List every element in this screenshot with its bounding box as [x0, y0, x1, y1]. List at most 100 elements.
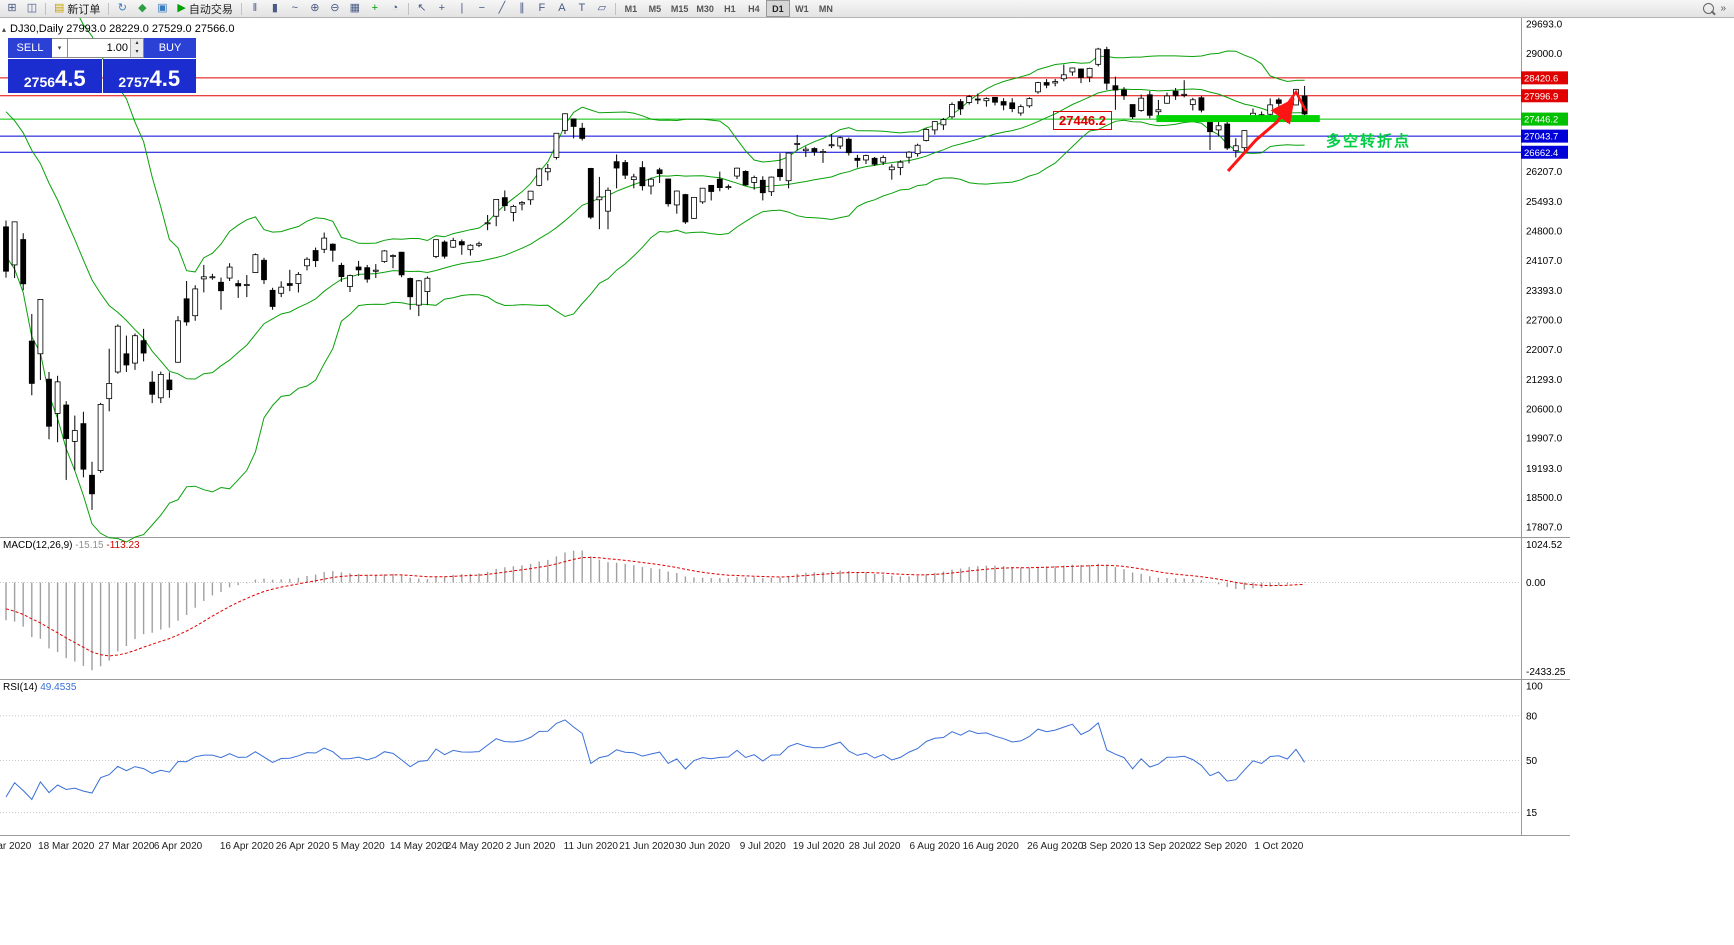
- vertical-line-icon[interactable]: |: [460, 2, 464, 14]
- one-click-collapse-icon[interactable]: ▴: [2, 24, 7, 34]
- macd-indicator: 1024.52 0.00 -2433.25: [0, 540, 1566, 678]
- svg-text:17807.0: 17807.0: [1526, 523, 1563, 534]
- buy-price-button[interactable]: 2757 4.5: [102, 59, 196, 93]
- timeframe-m1-button[interactable]: M1: [624, 3, 638, 14]
- svg-text:2 Jun 2020: 2 Jun 2020: [506, 841, 556, 852]
- chart-windows-icon[interactable]: ◫: [26, 2, 38, 14]
- bar-chart-icon[interactable]: ‖: [252, 2, 258, 14]
- svg-text:28420.6: 28420.6: [1524, 73, 1558, 84]
- price-callout: 27446.2: [1053, 111, 1112, 130]
- chart-title: ▴ DJ30,Daily 27993.0 28229.0 27529.0 275…: [2, 23, 234, 35]
- svg-text:22 Sep 2020: 22 Sep 2020: [1190, 841, 1247, 852]
- ask-price: 2757: [118, 73, 150, 90]
- timeframe-m5-button[interactable]: M5: [648, 3, 662, 14]
- bid-price: 2756: [23, 73, 56, 90]
- trendline-icon[interactable]: ╱: [498, 2, 506, 14]
- svg-text:-2433.25: -2433.25: [1526, 667, 1566, 678]
- timeframe-h4-button[interactable]: H4: [748, 3, 760, 14]
- text-icon[interactable]: A: [558, 2, 566, 14]
- trend-arrow-tip: [1284, 89, 1308, 112]
- svg-text:13 Sep 2020: 13 Sep 2020: [1134, 841, 1191, 852]
- svg-text:16 Aug 2020: 16 Aug 2020: [963, 841, 1020, 852]
- fibonacci-icon[interactable]: F: [538, 2, 546, 14]
- svg-text:25493.0: 25493.0: [1526, 197, 1563, 208]
- turning-point-label: 多空转折点: [1326, 133, 1412, 150]
- svg-text:19907.0: 19907.0: [1526, 434, 1563, 445]
- svg-text:50: 50: [1526, 756, 1538, 767]
- volume-stepper: ▴ ▾: [130, 39, 143, 57]
- cursor-icon[interactable]: ↖: [417, 2, 427, 14]
- svg-text:11 Jun 2020: 11 Jun 2020: [564, 841, 619, 852]
- timeframe-mn-button[interactable]: MN: [818, 3, 833, 14]
- zoom-in-icon[interactable]: ⊕: [310, 2, 320, 14]
- svg-text:30 Jun 2020: 30 Jun 2020: [675, 841, 730, 852]
- horizontal-level-lines: [0, 77, 1521, 153]
- periods-icon[interactable]: ◔: [391, 2, 399, 14]
- auto-trading-button[interactable]: ▶ 自动交易: [177, 2, 233, 16]
- svg-text:28 Jul 2020: 28 Jul 2020: [849, 841, 901, 852]
- macd-signal-value: -113.23: [106, 540, 140, 551]
- line-chart-icon[interactable]: ~: [291, 2, 299, 14]
- zoom-out-icon[interactable]: ⊖: [330, 2, 340, 14]
- toolbar-separator: [407, 2, 409, 15]
- refresh-icon[interactable]: ↻: [117, 2, 128, 14]
- svg-text:20600.0: 20600.0: [1526, 404, 1563, 415]
- order-type-dropdown[interactable]: ▾: [52, 38, 68, 58]
- new-order-button[interactable]: ▤ 新订单: [54, 2, 101, 16]
- svg-text:1 Oct 2020: 1 Oct 2020: [1254, 841, 1303, 852]
- timeframe-d1-button[interactable]: D1: [765, 0, 790, 17]
- timeframe-m15-button[interactable]: M15: [670, 3, 689, 14]
- chart-window: 29693.0 29000.0 26207.0 25493.0 24800.0 24107…: [0, 18, 1734, 945]
- svg-text:24 May 2020: 24 May 2020: [446, 841, 504, 852]
- rsi-indicator: 100 80 50 15: [0, 682, 1543, 819]
- toolbar-separator: [45, 2, 46, 15]
- rsi-value: 49.4535: [40, 682, 77, 693]
- volume-increment[interactable]: ▴: [131, 39, 143, 48]
- toolbar-separator: [614, 2, 616, 15]
- svg-text:21 Jun 2020: 21 Jun 2020: [619, 841, 674, 852]
- new-chart-icon[interactable]: ⊞: [7, 2, 17, 14]
- rsi-name: RSI(14): [3, 682, 38, 693]
- candlestick-chart-icon[interactable]: ▮: [271, 2, 278, 14]
- price-scale: 29693.0 29000.0 26207.0 25493.0 24800.0 24107…: [1521, 20, 1568, 534]
- svg-text:22007.0: 22007.0: [1526, 345, 1563, 356]
- svg-text:19 Jul 2020: 19 Jul 2020: [793, 841, 845, 852]
- timeframe-h1-button[interactable]: H1: [724, 3, 736, 14]
- svg-text:29000.0: 29000.0: [1526, 49, 1563, 60]
- search-icon[interactable]: [1703, 3, 1715, 14]
- sell-price-button[interactable]: 2756 4.5: [8, 59, 102, 93]
- timeframe-w1-button[interactable]: W1: [795, 3, 809, 14]
- svg-text:26662.4: 26662.4: [1524, 148, 1558, 159]
- chart-canvas[interactable]: 29693.0 29000.0 26207.0 25493.0 24800.0 24107…: [0, 18, 1570, 863]
- data-window-icon[interactable]: ▣: [157, 2, 168, 14]
- market-watch-icon[interactable]: ◆: [138, 2, 147, 14]
- indicators-icon[interactable]: +: [371, 2, 379, 14]
- svg-text:27446.2: 27446.2: [1524, 115, 1558, 126]
- horizontal-line-icon[interactable]: −: [478, 2, 486, 14]
- label-icon[interactable]: T: [578, 2, 586, 14]
- shapes-icon[interactable]: ▱: [597, 2, 607, 14]
- buy-button[interactable]: BUY: [144, 38, 196, 58]
- svg-text:24800.0: 24800.0: [1526, 227, 1563, 238]
- sell-button[interactable]: SELL: [8, 38, 52, 58]
- svg-text:29693.0: 29693.0: [1526, 20, 1563, 31]
- channel-icon[interactable]: ∥: [519, 2, 525, 14]
- volume-decrement[interactable]: ▾: [131, 48, 143, 57]
- svg-text:21293.0: 21293.0: [1526, 375, 1563, 386]
- svg-text:26 Aug 2020: 26 Aug 2020: [1027, 841, 1084, 852]
- svg-text:26 Apr 2020: 26 Apr 2020: [276, 841, 330, 852]
- tile-windows-icon[interactable]: ▦: [349, 2, 361, 14]
- chart-annotations: [1156, 89, 1320, 173]
- one-click-prices-row: 2756 4.5 2757 4.5: [8, 59, 196, 93]
- svg-text:18 Mar 2020: 18 Mar 2020: [38, 841, 95, 852]
- support-zone-bar: [1156, 115, 1320, 123]
- svg-text:6 Apr 2020: 6 Apr 2020: [154, 841, 203, 852]
- svg-text:15: 15: [1526, 808, 1538, 819]
- crosshair-icon[interactable]: +: [438, 2, 446, 14]
- toolbar-overflow-icon[interactable]: »: [1720, 3, 1726, 14]
- volume-input[interactable]: 1.00 ▴ ▾: [68, 38, 144, 58]
- svg-text:16 Apr 2020: 16 Apr 2020: [220, 841, 274, 852]
- svg-text:23393.0: 23393.0: [1526, 286, 1563, 297]
- timeframe-m30-button[interactable]: M30: [696, 3, 714, 14]
